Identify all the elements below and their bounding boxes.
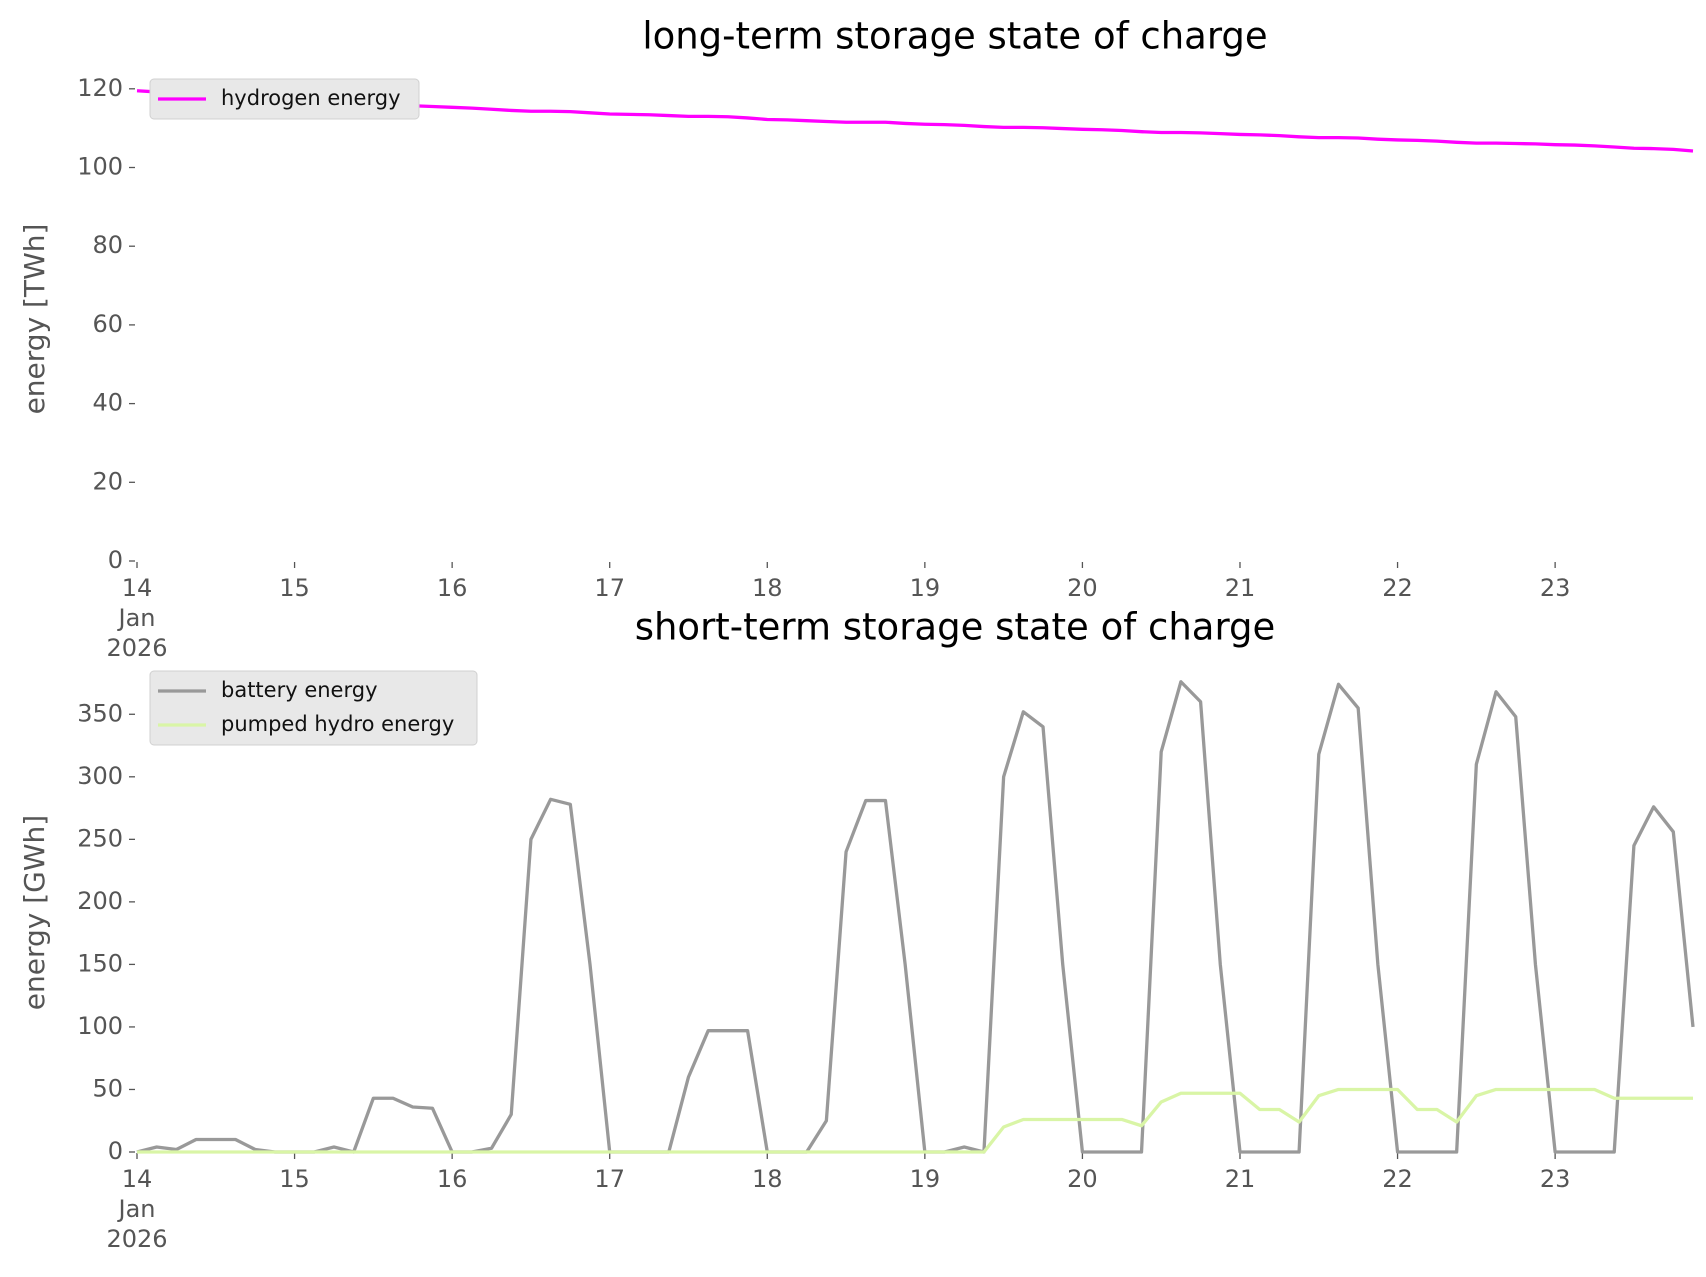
x-tick-label: 16 <box>437 574 468 602</box>
y-tick-label: 0 <box>108 1137 123 1165</box>
x-tick-label: 15 <box>279 574 310 602</box>
legend-label: hydrogen energy <box>221 86 401 110</box>
chart-title: short-term storage state of charge <box>635 606 1276 649</box>
y-tick-label: 80 <box>92 231 123 259</box>
x-tick-label: 19 <box>910 574 941 602</box>
y-tick-label: 60 <box>92 310 123 338</box>
x-tick-label: 23 <box>1540 1165 1571 1193</box>
chart-title: long-term storage state of charge <box>642 15 1267 58</box>
y-tick-label: 100 <box>77 153 123 181</box>
x-tick-label: 14 Jan 2026 <box>106 1165 167 1253</box>
x-tick-label: 20 <box>1067 574 1098 602</box>
x-tick-label: 22 <box>1382 1165 1413 1193</box>
y-tick-label: 0 <box>108 546 123 574</box>
legend-box <box>149 670 478 746</box>
legend-label: battery energy <box>221 678 378 702</box>
x-tick-label: 20 <box>1067 1165 1098 1193</box>
legend-box <box>149 78 420 120</box>
y-tick-label: 20 <box>92 467 123 495</box>
x-tick-label: 18 <box>752 574 783 602</box>
y-tick-label: 120 <box>77 74 123 102</box>
y-tick-label: 200 <box>77 887 123 915</box>
x-tick-label: 17 <box>594 1165 625 1193</box>
y-tick-label: 250 <box>77 824 123 852</box>
y-tick-label: 350 <box>77 699 123 727</box>
x-tick-label: 15 <box>279 1165 310 1193</box>
x-tick-label: 17 <box>594 574 625 602</box>
x-tick-label: 16 <box>437 1165 468 1193</box>
data-line <box>137 1087 1693 1154</box>
x-tick-label: 23 <box>1540 574 1571 602</box>
y-tick-label: 50 <box>92 1074 123 1102</box>
y-axis-label: energy [GWh] <box>18 815 51 1010</box>
y-tick-label: 40 <box>92 389 123 417</box>
x-tick-label: 21 <box>1225 1165 1256 1193</box>
x-tick-label: 19 <box>910 1165 941 1193</box>
x-tick-label: 22 <box>1382 574 1413 602</box>
x-tick-label: 14 Jan 2026 <box>106 574 167 662</box>
y-axis-label: energy [TWh] <box>18 224 51 415</box>
data-line <box>136 680 1695 1154</box>
legend-label: pumped hydro energy <box>221 712 454 736</box>
y-tick-label: 300 <box>77 762 123 790</box>
x-tick-label: 18 <box>752 1165 783 1193</box>
y-tick-label: 100 <box>77 1012 123 1040</box>
y-tick-label: 150 <box>77 949 123 977</box>
x-tick-label: 21 <box>1225 574 1256 602</box>
